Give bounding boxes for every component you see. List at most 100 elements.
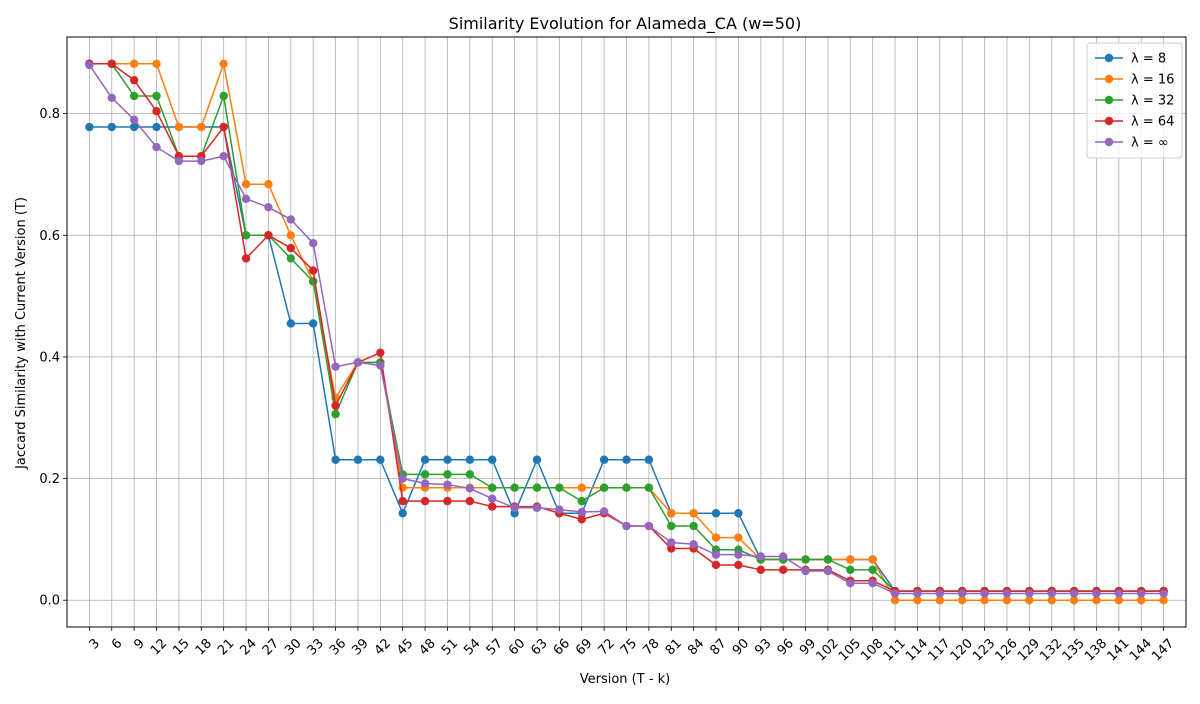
data-point [689,509,698,518]
data-point [1137,589,1146,598]
data-point [376,455,385,464]
y-axis-label: Jaccard Similarity with Current Version … [14,197,29,470]
data-point [890,596,900,605]
legend-marker [1104,116,1114,126]
data-point [465,455,475,464]
data-point [890,589,900,598]
data-point [1114,596,1124,605]
data-point [241,179,251,189]
data-point [129,75,139,85]
chart-title: Similarity Evolution for Alameda_CA (w=5… [449,14,802,34]
data-point [1137,596,1146,605]
data-point [465,470,475,479]
data-point [331,401,340,410]
data-point [219,122,228,132]
data-point [308,238,318,248]
data-point [241,194,251,203]
data-point [129,59,139,68]
data-point [443,455,452,464]
data-point [1002,596,1012,605]
data-point [219,59,228,68]
data-point [935,589,945,598]
data-point [510,483,519,492]
data-point [913,596,922,605]
legend: λ = 8 λ = 16 λ = 32 λ = 64 λ = ∞ [1086,42,1183,159]
data-point [443,480,452,489]
data-point [846,579,855,588]
data-point [555,483,564,492]
legend-item: λ = 16 [1095,73,1174,88]
data-point [532,455,542,464]
data-point [846,555,855,564]
data-point [286,243,295,253]
data-point [488,502,497,511]
legend-label: λ = ∞ [1131,136,1169,151]
data-point [980,589,989,598]
data-point [577,515,586,524]
legend-item: λ = 8 [1095,52,1166,67]
data-point [778,565,788,575]
data-point [420,479,430,488]
data-point [532,483,542,492]
data-point [644,483,654,492]
data-point [107,93,116,103]
grid-lines [67,37,1186,627]
data-point [197,122,206,132]
data-point [689,540,698,549]
y-tick-label: 0.4 [39,350,60,365]
data-point [667,509,676,518]
data-point [868,565,877,575]
data-point [868,555,877,564]
data-point [846,565,855,575]
legend-item: λ = 32 [1095,94,1174,109]
data-point [756,565,765,575]
legend-box [1086,42,1183,159]
legend-item: λ = 64 [1095,115,1174,130]
data-point [85,60,94,70]
data-point [667,538,676,547]
data-point [532,503,542,512]
data-point [577,507,586,517]
data-point [555,505,564,514]
data-point [353,455,363,464]
data-point [599,483,609,492]
data-point [286,319,295,328]
data-point [420,496,430,506]
data-point [376,361,385,370]
data-point [152,122,161,132]
data-point [331,362,340,371]
data-point [622,521,631,531]
data-point [152,142,161,152]
data-point [488,455,497,464]
data-point [1159,596,1168,605]
data-point [264,179,273,189]
data-point [711,560,721,570]
legend-marker [1104,95,1114,105]
data-point [622,483,631,492]
data-point [801,555,810,564]
data-point [868,579,877,588]
data-point [711,533,721,542]
data-point [465,484,475,493]
data-point [331,409,340,419]
legend-item: λ = ∞ [1095,136,1169,151]
data-point [599,507,609,516]
data-point [85,122,94,132]
data-point [1025,596,1034,605]
data-point [913,589,922,598]
data-point [958,596,967,605]
data-point [734,550,743,559]
data-point [801,566,810,576]
legend-label: λ = 64 [1131,115,1174,130]
data-point [1025,589,1034,598]
x-axis-label: Version (T - k) [580,672,671,687]
data-point [398,496,407,506]
data-point [129,115,139,124]
data-point [958,589,967,598]
data-point [823,566,833,576]
legend-label: λ = 32 [1131,94,1174,109]
data-point [1069,589,1079,598]
data-point [778,552,788,561]
data-point [219,91,228,101]
